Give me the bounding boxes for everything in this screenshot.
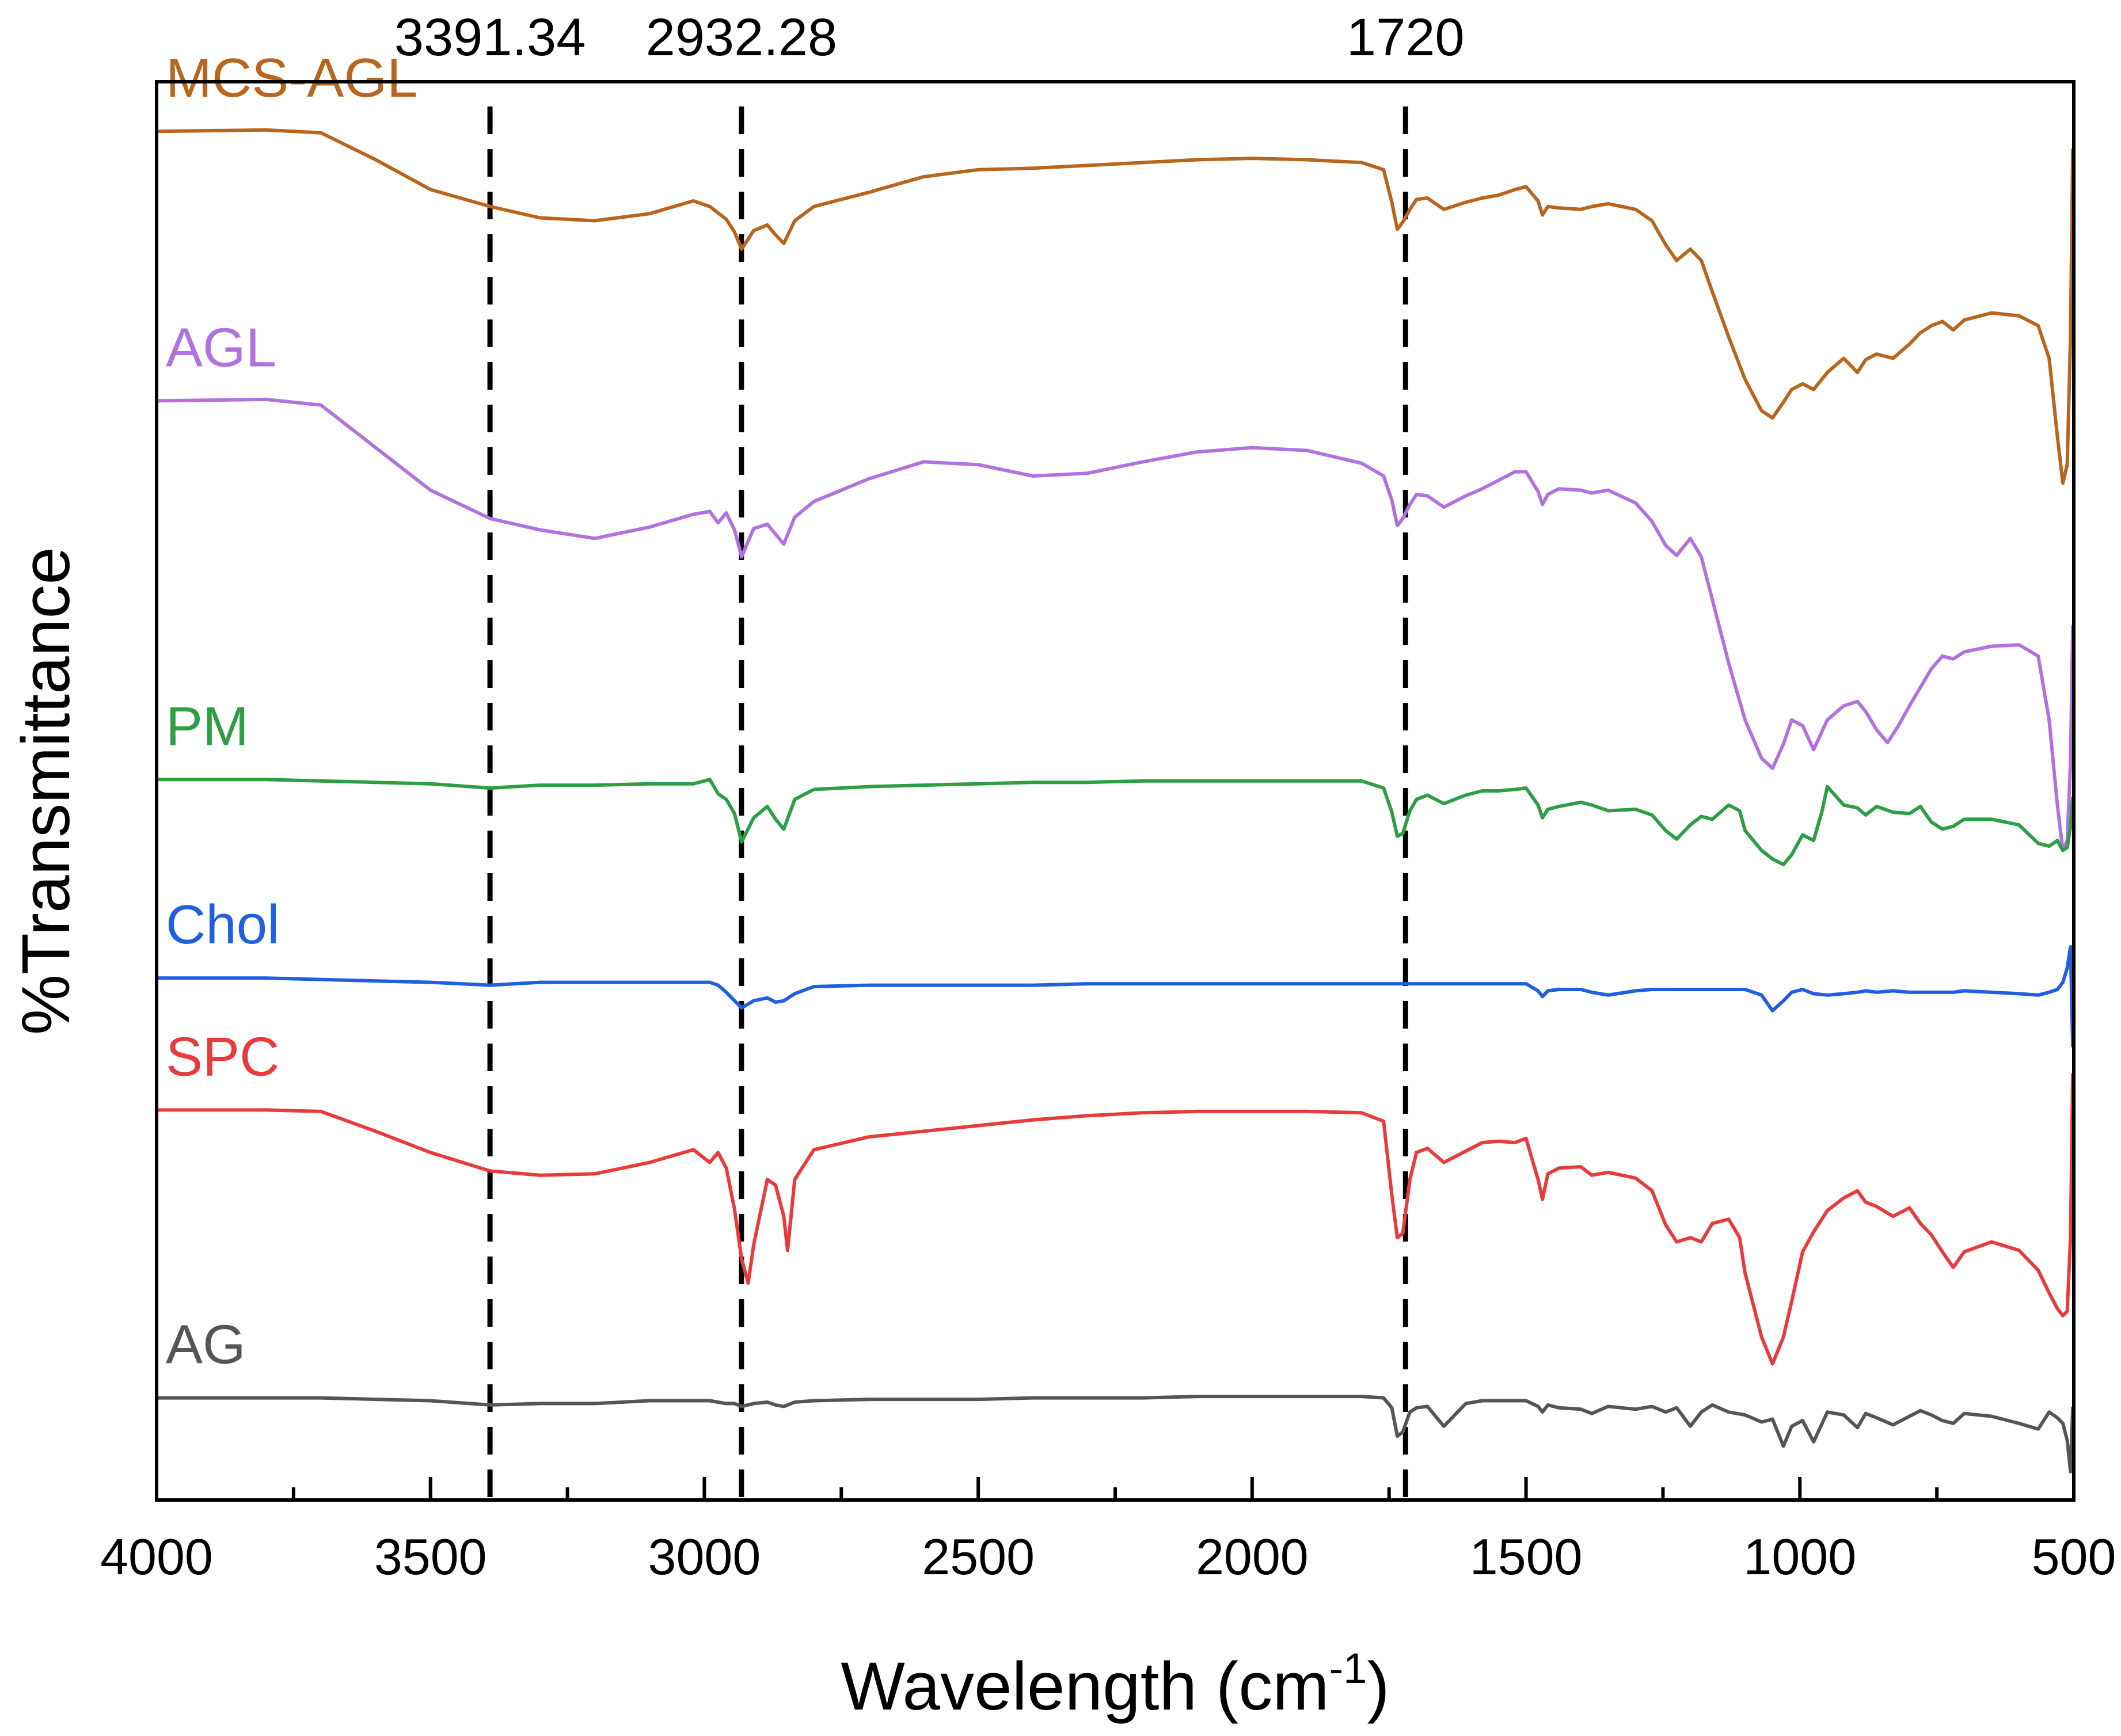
series-line-spc bbox=[155, 1072, 2075, 1366]
x-tick-label-4000: 4000 bbox=[100, 1528, 213, 1585]
series-label-pm: PM bbox=[166, 695, 249, 757]
series-label-ag: AG bbox=[166, 1314, 246, 1376]
peak-labels: 3391.34 2932.28 1720 bbox=[394, 8, 1465, 67]
x-tick-label-3000: 3000 bbox=[648, 1528, 761, 1585]
x-tick-label-2000: 2000 bbox=[1196, 1528, 1309, 1585]
reference-lines bbox=[487, 106, 1408, 1500]
x-tick-label-3500: 3500 bbox=[374, 1528, 487, 1585]
series-label-spc: SPC bbox=[166, 1026, 279, 1087]
plot-frame bbox=[155, 80, 2076, 1502]
series-label-mcs-agl: MCS-AGL bbox=[166, 47, 417, 109]
y-axis-title: %Transmittance bbox=[8, 547, 84, 1035]
series-label-agl: AGL bbox=[166, 317, 276, 378]
peak-label-2932.28: 2932.28 bbox=[646, 8, 838, 67]
x-axis-title-superscript: -1 bbox=[1329, 1644, 1367, 1692]
x-tick-label-2500: 2500 bbox=[922, 1528, 1035, 1585]
series-label-chol: Chol bbox=[166, 894, 279, 955]
x-tick-label-500: 500 bbox=[2032, 1528, 2116, 1585]
x-tick-label-1000: 1000 bbox=[1743, 1528, 1856, 1585]
x-axis-title-suffix: ) bbox=[1367, 1649, 1389, 1724]
series-labels: MCS-AGL AGL PM Chol SPC AG bbox=[166, 47, 417, 1375]
peak-label-1720: 1720 bbox=[1347, 8, 1465, 67]
series-line-mcs-agl bbox=[155, 128, 2075, 485]
x-axis-title-main: Wavelength (cm bbox=[841, 1649, 1329, 1724]
peak-label-3391.34: 3391.34 bbox=[394, 8, 586, 67]
series-line-pm bbox=[155, 778, 2075, 867]
x-tick-label-1500: 1500 bbox=[1470, 1528, 1583, 1585]
series-line-agl bbox=[155, 397, 2075, 852]
series-lines bbox=[155, 128, 2075, 1474]
x-axis-ticks: 4000 3500 3000 2500 2000 1500 1000 500 bbox=[100, 1477, 2116, 1585]
x-axis-title: Wavelength (cm-1) bbox=[841, 1644, 1389, 1724]
series-line-chol bbox=[155, 945, 2075, 1048]
series-line-ag bbox=[155, 1395, 2075, 1474]
